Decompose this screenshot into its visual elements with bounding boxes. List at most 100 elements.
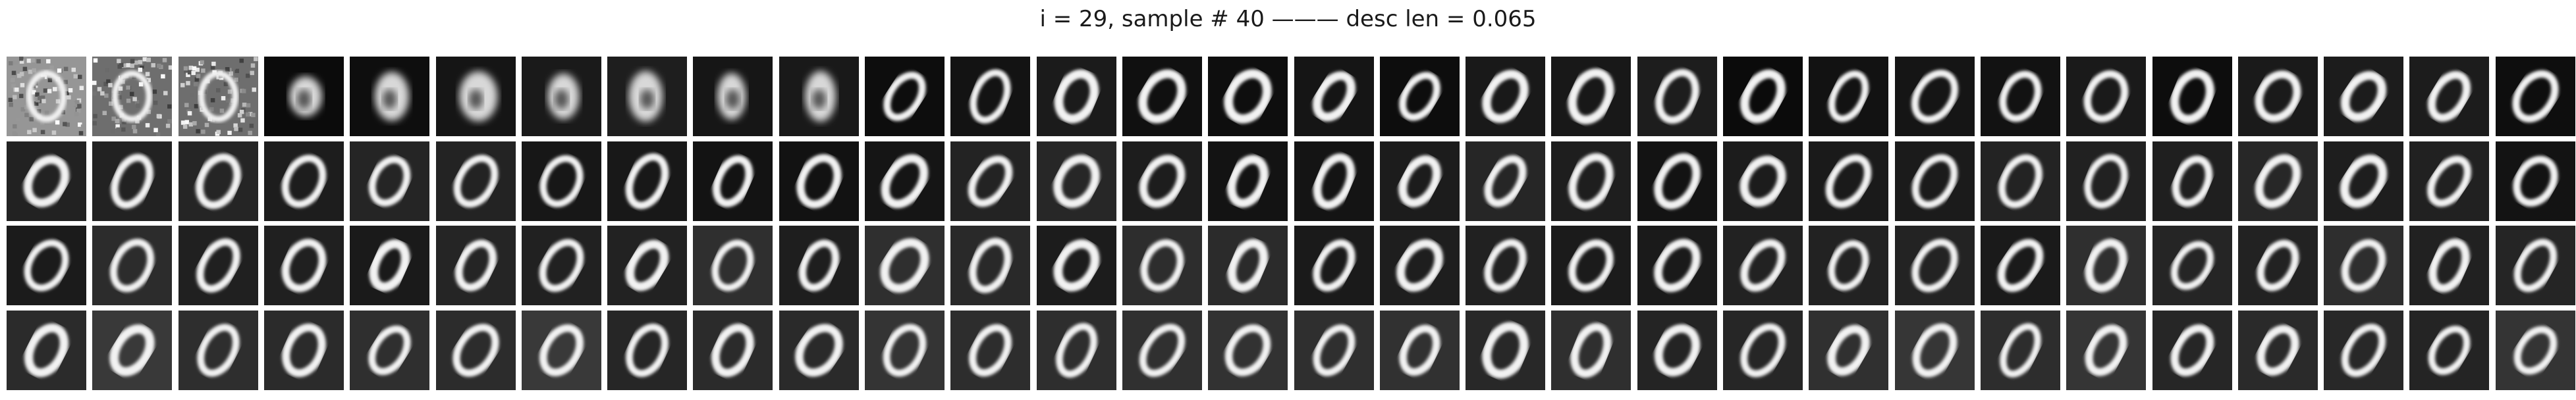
- grid-image-zero: [1380, 141, 1460, 221]
- grid-image-zero: [1122, 57, 1202, 136]
- grid-image-zero: [350, 226, 429, 305]
- grid-image-zero: [693, 141, 773, 221]
- grid-image-zero: [1208, 311, 1288, 390]
- grid-image-zero: [1981, 141, 2060, 221]
- grid-image-noisy: [7, 57, 86, 136]
- grid-image-zero: [1723, 311, 1803, 390]
- grid-image-zero: [1637, 57, 1717, 136]
- grid-image-zero: [1809, 57, 1888, 136]
- grid-image-zero: [2152, 311, 2232, 390]
- grid-image-zero: [607, 226, 687, 305]
- grid-image-noisy-light: [92, 57, 172, 136]
- grid-image-zero: [1466, 57, 1545, 136]
- grid-image-zero: [2066, 311, 2146, 390]
- grid-image-zero: [2409, 226, 2489, 305]
- grid-image-zero: [1895, 311, 1975, 390]
- grid-image-zero: [2324, 226, 2403, 305]
- grid-image-zero: [7, 141, 86, 221]
- grid-image-blob-4: [264, 57, 344, 136]
- grid-image-zero: [2409, 311, 2489, 390]
- grid-image-zero: [436, 226, 516, 305]
- grid-image-zero: [1380, 311, 1460, 390]
- grid-image-zero: [178, 311, 258, 390]
- grid-image-zero: [350, 311, 429, 390]
- grid-image-zero: [1122, 141, 1202, 221]
- grid-image-zero: [950, 57, 1030, 136]
- grid-image-zero: [2324, 57, 2403, 136]
- grid-image-zero: [178, 226, 258, 305]
- grid-image-zero: [950, 141, 1030, 221]
- grid-image-zero: [2409, 57, 2489, 136]
- grid-image-blob: [693, 57, 773, 136]
- grid-image-zero: [2324, 311, 2403, 390]
- grid-image-zero: [1637, 226, 1717, 305]
- grid-image-zero: [1981, 311, 2060, 390]
- grid-image-zero: [2496, 311, 2575, 390]
- grid-image-zero: [2496, 141, 2575, 221]
- grid-image-zero: [1466, 311, 1545, 390]
- grid-image-zero: [7, 311, 86, 390]
- grid-image-zero: [1294, 57, 1374, 136]
- grid-image-zero: [865, 141, 945, 221]
- grid-image-zero: [1809, 226, 1888, 305]
- grid-image-zero: [1294, 311, 1374, 390]
- grid-image-zero: [1208, 226, 1288, 305]
- grid-image-zero: [2152, 226, 2232, 305]
- grid-image-blob: [436, 57, 516, 136]
- grid-image-zero: [865, 57, 945, 136]
- grid-image-zero: [1208, 57, 1288, 136]
- grid-image-zero: [607, 311, 687, 390]
- grid-image-blob-4: [350, 57, 429, 136]
- grid-image-zero: [2066, 226, 2146, 305]
- grid-image-zero: [950, 311, 1030, 390]
- grid-image-digit-5: [2152, 57, 2232, 136]
- grid-image-zero: [1380, 57, 1460, 136]
- grid-image-zero: [1637, 311, 1717, 390]
- grid-image-zero: [1637, 141, 1717, 221]
- grid-image-zero: [7, 226, 86, 305]
- grid-image-zero: [1551, 57, 1631, 136]
- grid-image-zero: [1208, 141, 1288, 221]
- grid-image-zero: [1294, 226, 1374, 305]
- grid-image-zero: [2066, 57, 2146, 136]
- grid-image-zero: [693, 226, 773, 305]
- grid-image-zero: [92, 141, 172, 221]
- grid-image-zero: [2496, 226, 2575, 305]
- grid-image-zero: [1895, 141, 1975, 221]
- grid-image-zero: [1037, 226, 1116, 305]
- grid-image-zero: [1723, 141, 1803, 221]
- grid-image-zero: [779, 311, 859, 390]
- grid-image-zero: [264, 226, 344, 305]
- grid-image-zero: [1723, 226, 1803, 305]
- grid-image-zero: [1294, 141, 1374, 221]
- grid-image-zero: [1981, 57, 2060, 136]
- grid-image-zero: [522, 311, 601, 390]
- grid-image-zero: [950, 226, 1030, 305]
- grid-image-zero: [2409, 141, 2489, 221]
- grid-image-zero: [1380, 226, 1460, 305]
- grid-image-zero: [1551, 226, 1631, 305]
- grid-image-zero: [693, 311, 773, 390]
- grid-image-zero: [607, 141, 687, 221]
- grid-image-zero: [865, 226, 945, 305]
- grid-image-zero: [1723, 57, 1803, 136]
- grid-image-zero: [178, 141, 258, 221]
- grid-image-zero: [1037, 141, 1116, 221]
- grid-image-zero: [1466, 141, 1545, 221]
- grid-image-zero: [1895, 57, 1975, 136]
- grid-image-zero: [2496, 57, 2575, 136]
- grid-image-zero: [522, 226, 601, 305]
- grid-image-zero: [1122, 311, 1202, 390]
- grid-image-zero: [522, 141, 601, 221]
- grid-image-zero: [436, 311, 516, 390]
- figure-title: i = 29, sample # 40 ——— desc len = 0.065: [1039, 6, 1537, 32]
- grid-image-zero: [779, 226, 859, 305]
- grid-image-zero: [92, 226, 172, 305]
- grid-image-zero: [1981, 226, 2060, 305]
- grid-image-zero: [1122, 226, 1202, 305]
- image-grid: [7, 57, 2575, 395]
- grid-image-zero: [436, 141, 516, 221]
- grid-image-zero: [264, 311, 344, 390]
- grid-image-zero: [779, 141, 859, 221]
- grid-image-zero: [1809, 311, 1888, 390]
